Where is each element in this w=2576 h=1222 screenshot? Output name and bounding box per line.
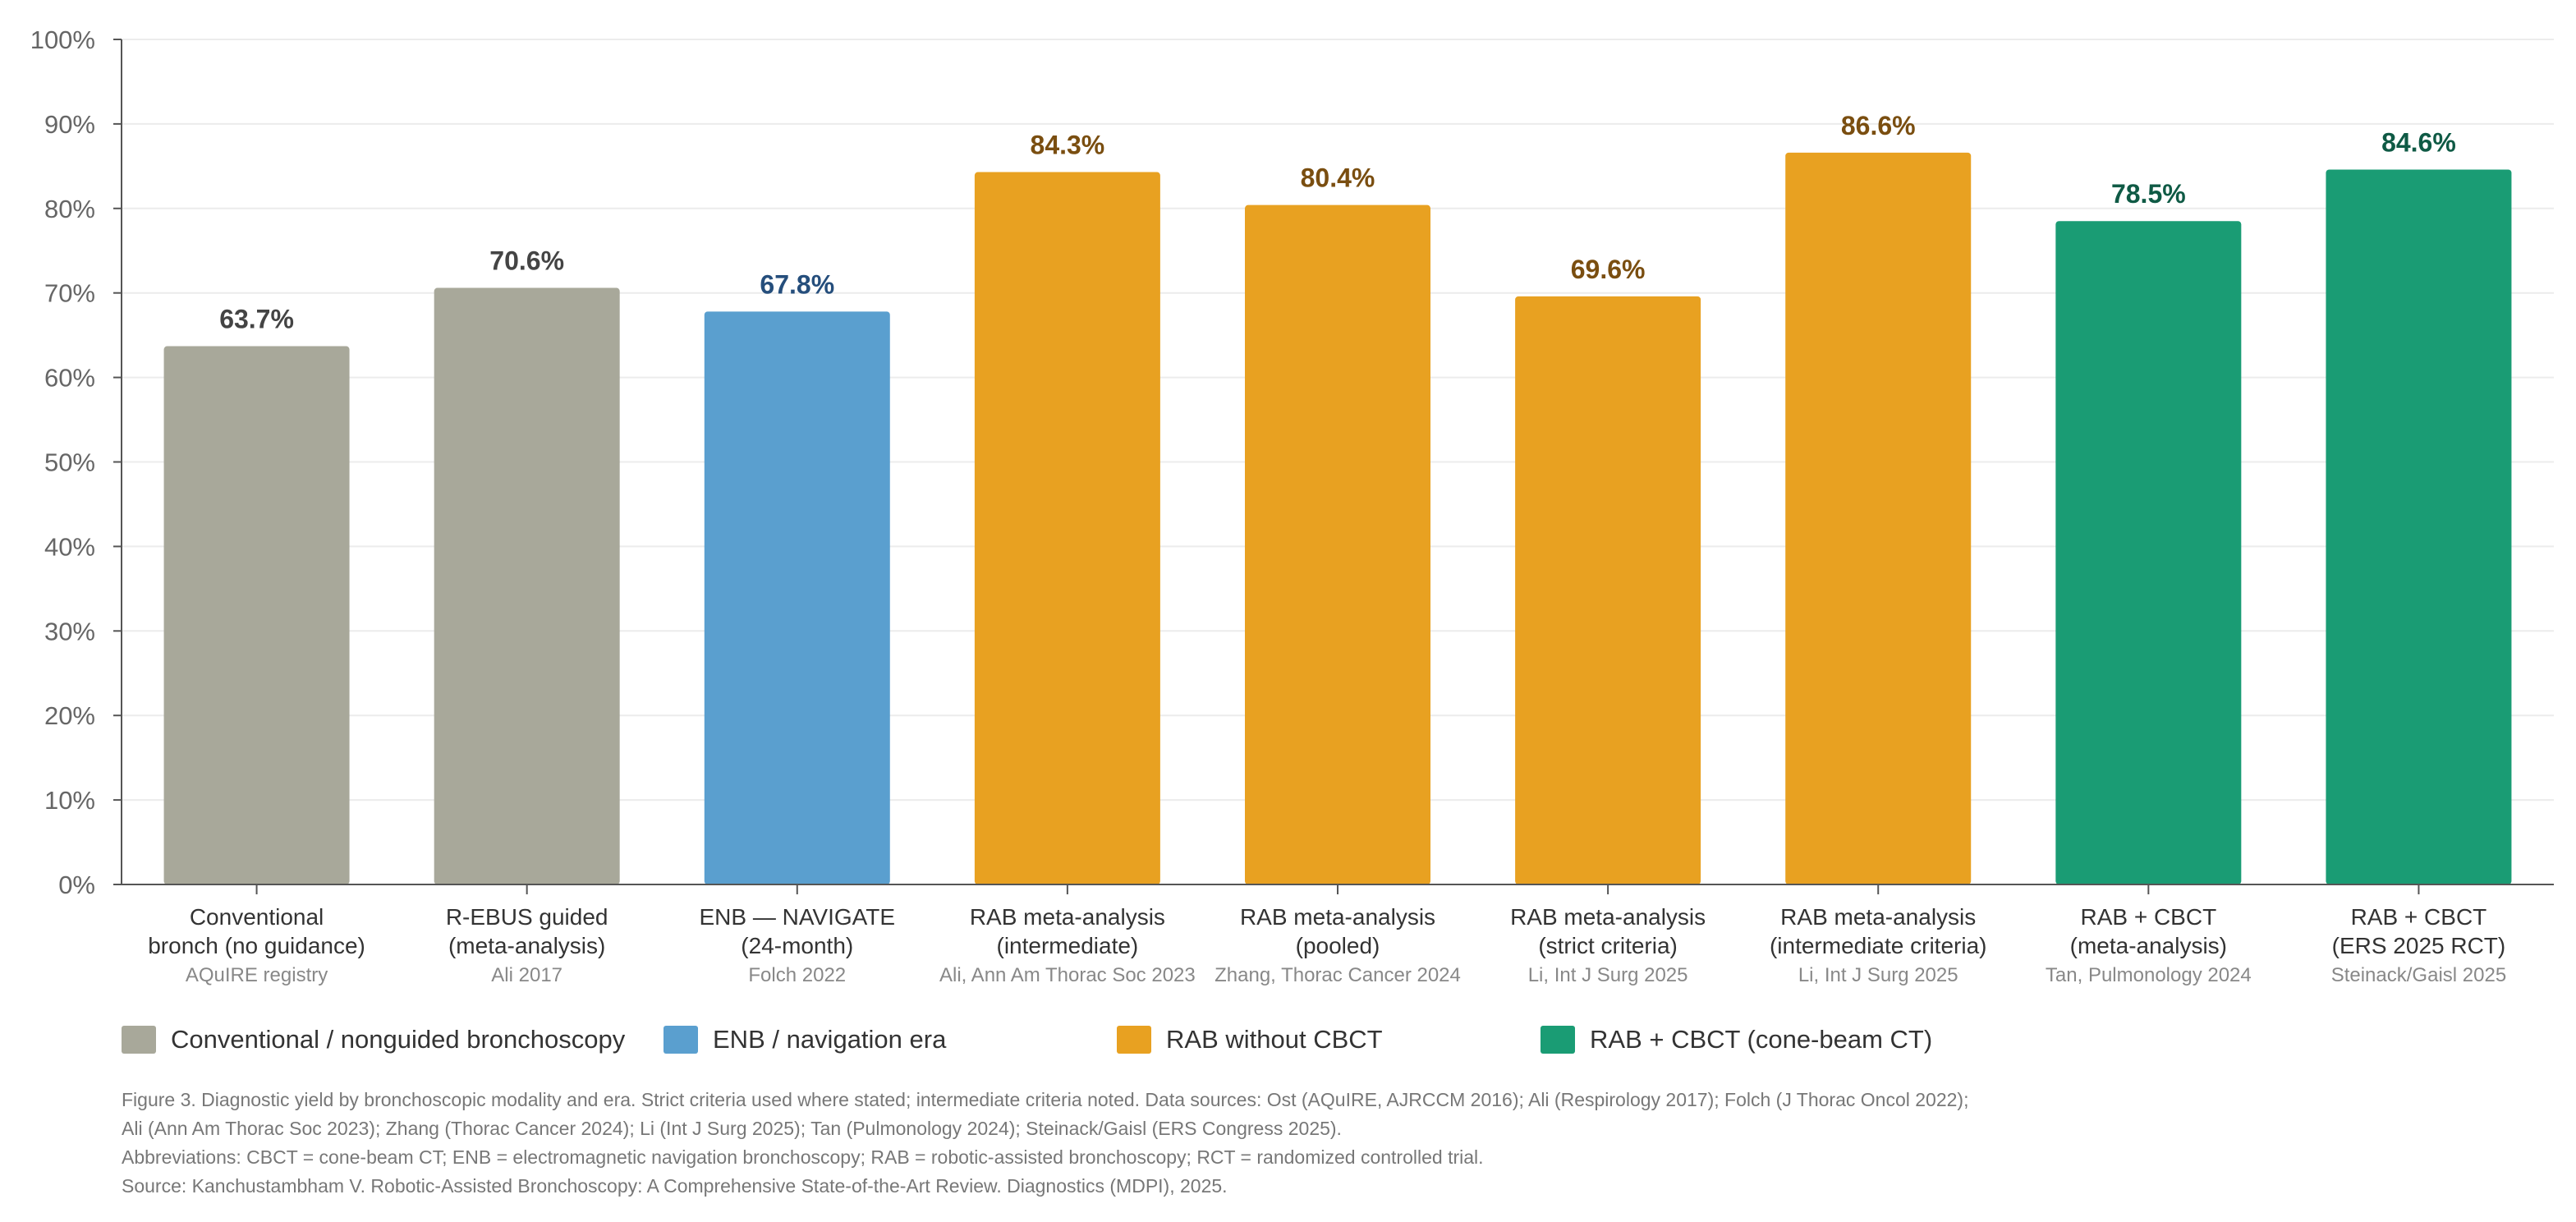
x-tick-label: RAB + CBCT xyxy=(2080,904,2216,930)
legend-swatch-conventional xyxy=(122,1026,156,1054)
x-tick-sublabel: (intermediate criteria) xyxy=(1770,933,1987,958)
x-axis-ticks: Conventional bronch (no guidance) AQuIRE r… xyxy=(148,884,2506,986)
caption-line-1: Figure 3. Diagnostic yield by bronchosco… xyxy=(122,1089,1969,1110)
x-tick-sublabel: (meta-analysis) xyxy=(448,933,605,958)
data-label: 86.6% xyxy=(1841,111,1916,140)
data-label: 84.6% xyxy=(2381,127,2456,157)
legend: Conventional / nonguided bronchoscopy EN… xyxy=(0,1025,2576,1061)
y-tick-label: 50% xyxy=(44,448,95,477)
x-tick-label: RAB meta-analysis xyxy=(1240,904,1435,930)
data-label: 69.6% xyxy=(1571,255,1646,284)
x-tick-source: AQuIRE registry xyxy=(186,964,328,986)
figure-caption: Figure 3. Diagnostic yield by bronchosco… xyxy=(122,1086,2503,1201)
legend-swatch-rab xyxy=(1117,1026,1151,1054)
y-tick-label: 70% xyxy=(44,279,95,308)
y-tick-label: 40% xyxy=(44,532,95,561)
x-tick-label: R-EBUS guided xyxy=(446,904,608,930)
bar xyxy=(163,346,350,885)
x-tick-source: Ali 2017 xyxy=(491,964,562,986)
bar-chart: 0% 10% 20% 30% 40% 50% 60% 70% 80% 90% 100% 63.7% 7… xyxy=(30,25,2554,986)
bars xyxy=(163,152,2512,885)
legend-item-rab: RAB without CBCT xyxy=(1117,1025,1383,1054)
x-tick-label: ENB — NAVIGATE xyxy=(699,904,895,930)
x-tick-label: Conventional xyxy=(190,904,324,930)
data-label: 63.7% xyxy=(219,305,294,334)
x-tick-label: RAB + CBCT xyxy=(2351,904,2487,930)
y-tick-label: 100% xyxy=(30,25,95,54)
legend-item-conventional: Conventional / nonguided bronchoscopy xyxy=(122,1025,625,1054)
bar xyxy=(1245,204,1430,884)
x-tick-source: Li, Int J Surg 2025 xyxy=(1528,964,1688,986)
legend-label-rab: RAB without CBCT xyxy=(1166,1025,1383,1054)
bar xyxy=(1515,296,1701,884)
legend-item-rab-cbct: RAB + CBCT (cone-beam CT) xyxy=(1541,1025,1932,1054)
data-label: 67.8% xyxy=(760,269,834,299)
data-labels: 63.7% 70.6% 67.8% 84.3% 80.4% 69.6% 86.6% 78.5%… xyxy=(219,111,2456,334)
x-tick-source: Tan, Pulmonology 2024 xyxy=(2046,964,2252,986)
legend-label-conventional: Conventional / nonguided bronchoscopy xyxy=(171,1025,626,1054)
x-tick-sublabel: (24-month) xyxy=(741,933,853,958)
caption-line-4: Source: Kanchustambham V. Robotic-Assist… xyxy=(122,1175,1228,1197)
data-label: 80.4% xyxy=(1301,163,1375,193)
bar xyxy=(2055,221,2242,884)
y-tick-label: 30% xyxy=(44,617,95,645)
x-tick-sublabel: (strict criteria) xyxy=(1538,933,1678,958)
x-tick-label: RAB meta-analysis xyxy=(1780,904,1976,930)
bar xyxy=(704,311,890,884)
bar xyxy=(1785,152,1972,885)
y-axis-ticks: 0% 10% 20% 30% 40% 50% 60% 70% 80% 90% 100% xyxy=(30,25,122,899)
x-tick-sublabel: (pooled) xyxy=(1296,933,1380,958)
x-tick-source: Folch 2022 xyxy=(748,964,846,986)
y-tick-label: 60% xyxy=(44,364,95,393)
caption-line-3: Abbreviations: CBCT = cone-beam CT; ENB … xyxy=(122,1146,1484,1168)
bar xyxy=(2326,169,2512,884)
x-tick-sublabel: (intermediate) xyxy=(997,933,1139,958)
x-tick-label: RAB meta-analysis xyxy=(970,904,1165,930)
x-tick-source: Steinack/Gaisl 2025 xyxy=(2331,964,2506,986)
x-tick-sublabel: (ERS 2025 RCT) xyxy=(2332,933,2506,958)
y-tick-label: 90% xyxy=(44,110,95,139)
bar xyxy=(974,172,1160,885)
x-tick-sublabel: bronch (no guidance) xyxy=(148,933,365,958)
legend-label-rab-cbct: RAB + CBCT (cone-beam CT) xyxy=(1590,1025,1933,1054)
y-tick-label: 0% xyxy=(58,871,95,899)
x-tick-label: RAB meta-analysis xyxy=(1510,904,1706,930)
x-tick-source: Ali, Ann Am Thorac Soc 2023 xyxy=(939,964,1196,986)
x-tick-source: Li, Int J Surg 2025 xyxy=(1798,964,1958,986)
bar xyxy=(434,287,620,884)
x-tick-sublabel: (meta-analysis) xyxy=(2070,933,2227,958)
y-tick-label: 10% xyxy=(44,786,95,815)
data-label: 84.3% xyxy=(1031,131,1105,160)
data-label: 70.6% xyxy=(489,246,564,276)
x-tick-source: Zhang, Thorac Cancer 2024 xyxy=(1215,964,1461,986)
legend-label-enb: ENB / navigation era xyxy=(713,1025,947,1054)
legend-item-enb: ENB / navigation era xyxy=(664,1025,946,1054)
legend-swatch-rab-cbct xyxy=(1541,1026,1575,1054)
y-tick-label: 80% xyxy=(44,195,95,223)
caption-line-2: Ali (Ann Am Thorac Soc 2023); Zhang (Tho… xyxy=(122,1118,1342,1139)
y-tick-label: 20% xyxy=(44,701,95,730)
legend-swatch-enb xyxy=(664,1026,698,1054)
data-label: 78.5% xyxy=(2111,179,2186,209)
